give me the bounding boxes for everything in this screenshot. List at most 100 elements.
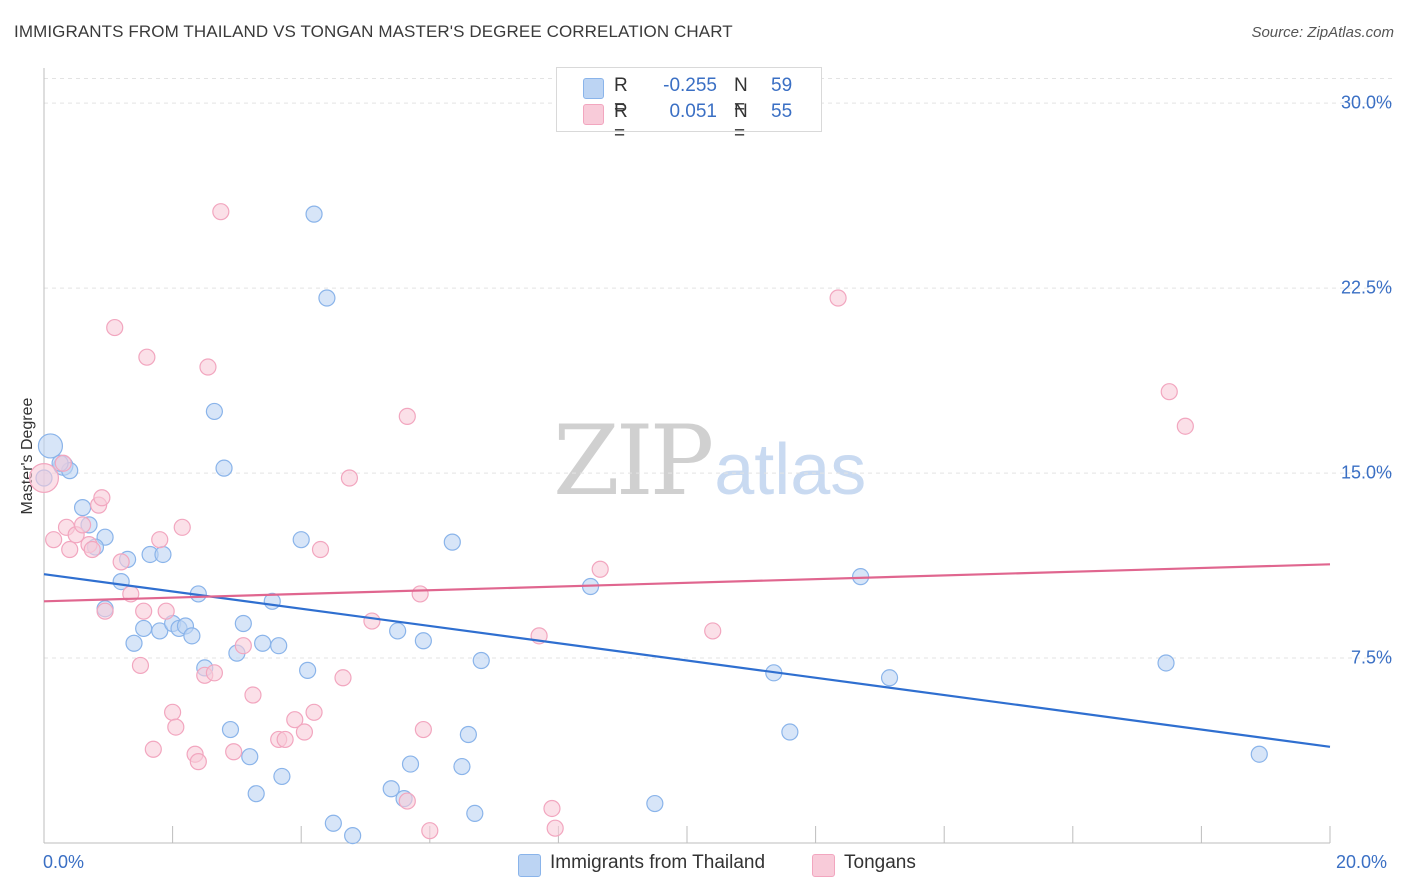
thailand-point [73,499,92,517]
y-tick-label: 22.5% [1340,277,1392,298]
thailand-point [414,632,432,650]
legend-n-value: 55 [771,101,793,122]
tongans-point [311,540,330,559]
tongans-point [276,730,294,749]
thailand-point [215,459,233,477]
thailand-point [443,533,461,551]
tongans-point [138,348,156,366]
tongans-point [591,560,609,578]
tongans-point [1176,417,1194,435]
series-legend-label-thailand: Immigrants from Thailand [550,852,766,873]
tongans-point [167,718,185,736]
tongans-point [144,740,162,758]
thailand-point [382,780,400,798]
tongans-point [106,318,124,337]
thailand-point [781,723,799,741]
legend-r-label: R = [614,101,628,144]
tongans-point [334,669,352,687]
zipatlas-watermark: ZIPatlas [553,405,867,517]
tongans-point [305,703,323,721]
thailand-point [389,622,407,640]
series-legend-swatch-thailand [518,854,541,877]
thailand-point [646,794,664,813]
tongans-point [421,822,439,840]
trend-lines [43,563,1331,748]
tongans-trend-line [43,563,1331,603]
tongans-point [398,792,416,810]
thailand-point [1250,745,1268,763]
tongans-point [135,602,153,620]
tongans-point [112,553,130,571]
tongans-point [54,454,72,472]
thailand-point [466,804,484,823]
thailand-point [37,433,64,459]
tongans-point [340,469,359,487]
thailand-point [453,757,471,776]
tongans-point [1160,383,1178,401]
legend-r-label: R = [614,75,628,118]
legend-r-value: -0.255 [663,75,717,96]
correlation-legend: R = -0.255 N = 59 R = 0.051 N = 55 [556,67,822,144]
thailand-point [344,827,362,845]
y-tick-label: 30.0% [1340,92,1392,113]
x-tick-label-min: 0.0% [43,852,85,872]
thailand-point [324,814,342,832]
tongans-point [157,602,175,620]
thailand-point [154,545,172,564]
tongans-point [45,531,63,549]
tongans-point [414,720,432,739]
tongans-point [543,799,561,818]
y-tick-label: 15.0% [1340,462,1392,483]
thailand-point [135,619,153,638]
source-label: Source: ZipAtlas.com [1251,24,1394,41]
tongans-point [199,358,217,376]
tongans-point [61,540,79,559]
tongans-point [151,531,169,549]
tongans-point [164,703,182,721]
y-tick-label: 7.5% [1350,647,1392,668]
tongans-point [189,753,207,771]
series-tongans-points [29,203,1194,840]
thailand-point [318,289,336,307]
thailand-point [241,748,259,766]
thailand-point [270,637,288,655]
tongans-point [286,711,304,729]
thailand-point [273,767,291,786]
tongans-point [212,203,230,221]
thailand-point [459,725,477,744]
series-legend-label-tongans: Tongans [844,852,916,873]
tongans-point [244,686,262,704]
thailand-point [401,755,420,773]
tongans-point [225,743,243,761]
tongans-point [398,407,416,425]
tongans-point [83,540,101,559]
x-tick-label-max: 20.0% [1336,852,1388,872]
thailand-point [234,614,252,633]
tongans-point [411,585,429,603]
series-legend-swatch-tongans [812,854,835,877]
tongans-point [173,518,191,536]
thailand-point [221,720,240,739]
tongans-point [29,463,59,494]
thailand-point [1157,654,1175,672]
legend-n-value: 59 [771,75,793,96]
tongans-point [234,637,252,655]
tongans-point [704,622,722,640]
tongans-point [295,723,314,741]
tongans-point [546,819,564,837]
thailand-point [205,402,223,421]
tongans-point [131,656,150,675]
series-thailand-points [35,104,1268,845]
tongans-point [73,516,92,534]
thailand-point [472,651,490,670]
tongans-point [93,489,111,507]
thailand-point [292,531,310,549]
legend-swatch-tongans [583,104,604,125]
thailand-point [247,785,265,803]
legend-n-label: N = [734,101,748,144]
thailand-trend-line [43,573,1331,748]
thailand-point [183,627,201,645]
grid-layer [44,78,1394,659]
legend-swatch-thailand [583,78,604,99]
